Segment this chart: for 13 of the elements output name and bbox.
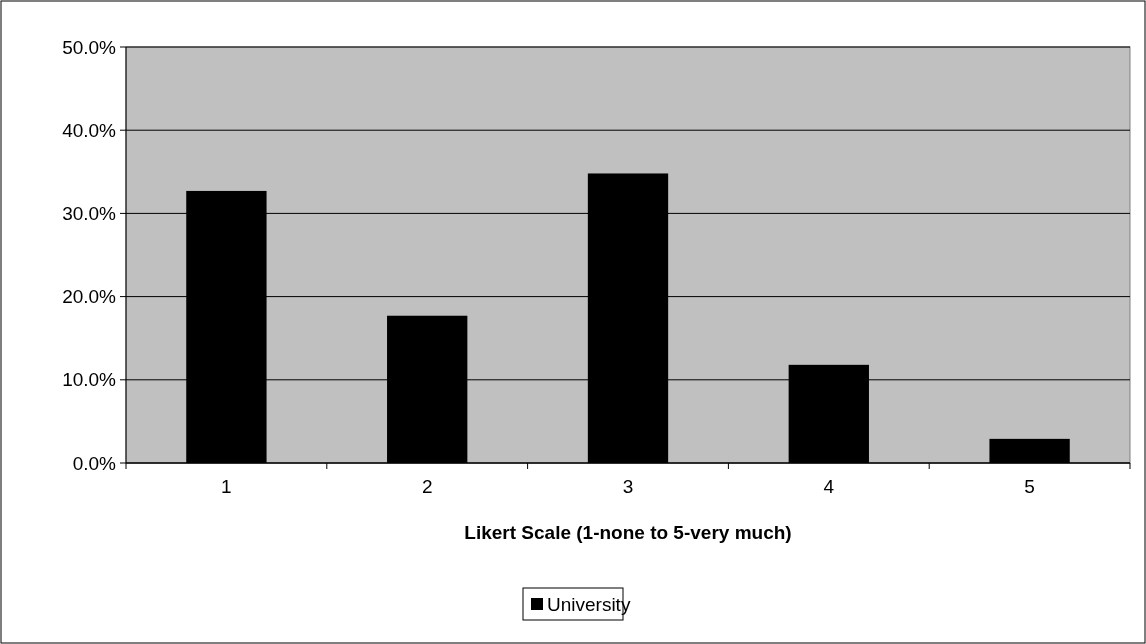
y-tick-label: 0.0%	[72, 452, 117, 474]
x-tick-label: 5	[1024, 476, 1035, 497]
y-tick-label: 40.0%	[62, 119, 117, 141]
x-tick-label: 1	[221, 476, 232, 497]
x-axis-title: Likert Scale (1-none to 5-very much)	[464, 522, 792, 543]
x-tick-label: 2	[421, 476, 433, 497]
y-tick-label: 50.0%	[62, 36, 117, 58]
x-tick-label: 3	[622, 476, 634, 497]
y-tick-label: 30.0%	[62, 203, 117, 225]
y-tick-label: 10.0%	[62, 369, 117, 391]
legend-label: University	[547, 593, 631, 615]
x-tick-label: 4	[823, 476, 835, 497]
y-tick-label: 20.0%	[62, 286, 117, 308]
